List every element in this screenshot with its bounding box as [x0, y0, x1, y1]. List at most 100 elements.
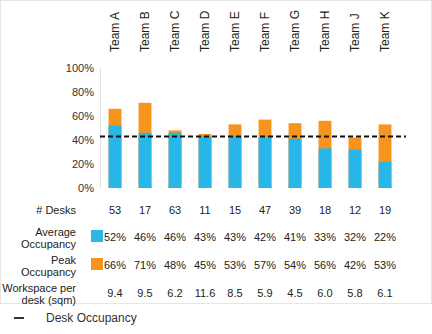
- bar: [109, 109, 122, 188]
- bar: [139, 103, 152, 188]
- y-tick: 20%: [72, 158, 100, 170]
- row-value: 63: [169, 204, 181, 216]
- category-label: Team E: [228, 11, 242, 52]
- row-value: 9.4: [107, 287, 122, 299]
- row-label-line: desk (sqm): [22, 294, 76, 306]
- category-label: Team G: [288, 10, 302, 52]
- row-label-line: Occupancy: [21, 266, 77, 278]
- legend-line: [14, 317, 24, 319]
- row-value: 22%: [374, 231, 396, 243]
- row-label-line: Occupancy: [21, 238, 77, 250]
- y-axis-line: [100, 69, 101, 189]
- row-value: 47: [259, 204, 271, 216]
- row-value: 8.5: [227, 287, 242, 299]
- row-value: 43%: [224, 231, 246, 243]
- y-tick-label: 0%: [78, 182, 94, 194]
- category-label: Team H: [318, 11, 332, 52]
- row-value: 12: [349, 204, 361, 216]
- row-value: 66%: [104, 259, 126, 271]
- row-value: 19: [379, 204, 391, 216]
- row-value: 33%: [314, 231, 336, 243]
- reference-line: [100, 135, 406, 137]
- bar: [379, 162, 392, 188]
- row-label-line: Workspace per: [2, 282, 76, 294]
- bar: [169, 133, 182, 188]
- row-value: 6.0: [317, 287, 332, 299]
- row-value: 53%: [374, 259, 396, 271]
- row-label: PeakOccupancy: [21, 254, 77, 278]
- row-value: 5.8: [347, 287, 362, 299]
- bar: [349, 138, 362, 188]
- row-value: 6.2: [167, 287, 182, 299]
- y-tick: 40%: [72, 134, 100, 146]
- row-label: # Desks: [36, 204, 76, 216]
- row-value: 5.9: [257, 287, 272, 299]
- category-label: Team J: [348, 13, 362, 52]
- bar: [379, 124, 392, 188]
- row-value: 53: [109, 204, 121, 216]
- category-label: Team A: [108, 12, 122, 52]
- bar: [199, 134, 212, 188]
- bar: [109, 126, 122, 188]
- bar: [229, 124, 242, 188]
- row-value: 17: [139, 204, 151, 216]
- row-value: 4.5: [287, 287, 302, 299]
- row-value: 53%: [224, 259, 246, 271]
- y-tick-label: 20%: [72, 158, 94, 170]
- y-tick: 100%: [66, 62, 100, 74]
- row-value: 9.5: [137, 287, 152, 299]
- row-value: 11: [199, 204, 210, 216]
- row-label: AverageOccupancy: [21, 226, 77, 250]
- row-value: 6.1: [377, 287, 392, 299]
- y-tick: 0%: [78, 182, 100, 194]
- bars: [100, 103, 406, 188]
- legend-label: Desk Occupancy: [46, 311, 137, 325]
- bar: [349, 150, 362, 188]
- legend-swatch: [91, 258, 103, 270]
- row-label: Workspace perdesk (sqm): [2, 282, 76, 306]
- row-value: 57%: [254, 259, 276, 271]
- bar: [259, 138, 272, 188]
- row-value: 42%: [344, 259, 366, 271]
- chart-frame: [1, 1, 432, 304]
- row-value: 39: [289, 204, 301, 216]
- y-tick: 80%: [72, 86, 100, 98]
- row-value: 48%: [164, 259, 186, 271]
- row-value: 42%: [254, 231, 276, 243]
- row-value: 15: [229, 204, 241, 216]
- bar: [319, 148, 332, 188]
- row-value: 56%: [314, 259, 336, 271]
- category-label: Team C: [168, 10, 182, 52]
- bar: [289, 123, 302, 188]
- row-value: 43%: [194, 231, 216, 243]
- category-label: Team D: [198, 10, 212, 52]
- row-label-line: Average: [35, 226, 76, 238]
- y-tick-label: 100%: [66, 62, 94, 74]
- row-value: 52%: [104, 231, 126, 243]
- category-label: Team F: [258, 12, 272, 52]
- bar: [319, 121, 332, 188]
- row-value: 46%: [164, 231, 186, 243]
- bar: [169, 130, 182, 188]
- category-label: Team K: [378, 11, 392, 52]
- bar: [139, 133, 152, 188]
- row-value: 54%: [284, 259, 306, 271]
- row-value: 71%: [134, 259, 156, 271]
- y-axis: 0% 20% 40% 60% 80% 100%: [66, 62, 101, 194]
- category-label: Team B: [138, 11, 152, 52]
- bar: [199, 136, 212, 188]
- y-tick-label: 60%: [72, 110, 94, 122]
- bar: [259, 120, 272, 188]
- y-tick-label: 80%: [72, 86, 94, 98]
- row-value: 32%: [344, 231, 366, 243]
- row-value: 11.6: [195, 287, 216, 299]
- bar: [289, 139, 302, 188]
- bar: [229, 136, 242, 188]
- row-value: 46%: [134, 231, 156, 243]
- legend-swatch: [91, 230, 103, 242]
- row-label-line: Peak: [51, 254, 77, 266]
- chart: 0% 20% 40% 60% 80% 100% Team A Team B Team C Team…: [0, 0, 432, 334]
- row-value: 18: [319, 204, 331, 216]
- row-value: 45%: [194, 259, 216, 271]
- row-value: 41%: [284, 231, 306, 243]
